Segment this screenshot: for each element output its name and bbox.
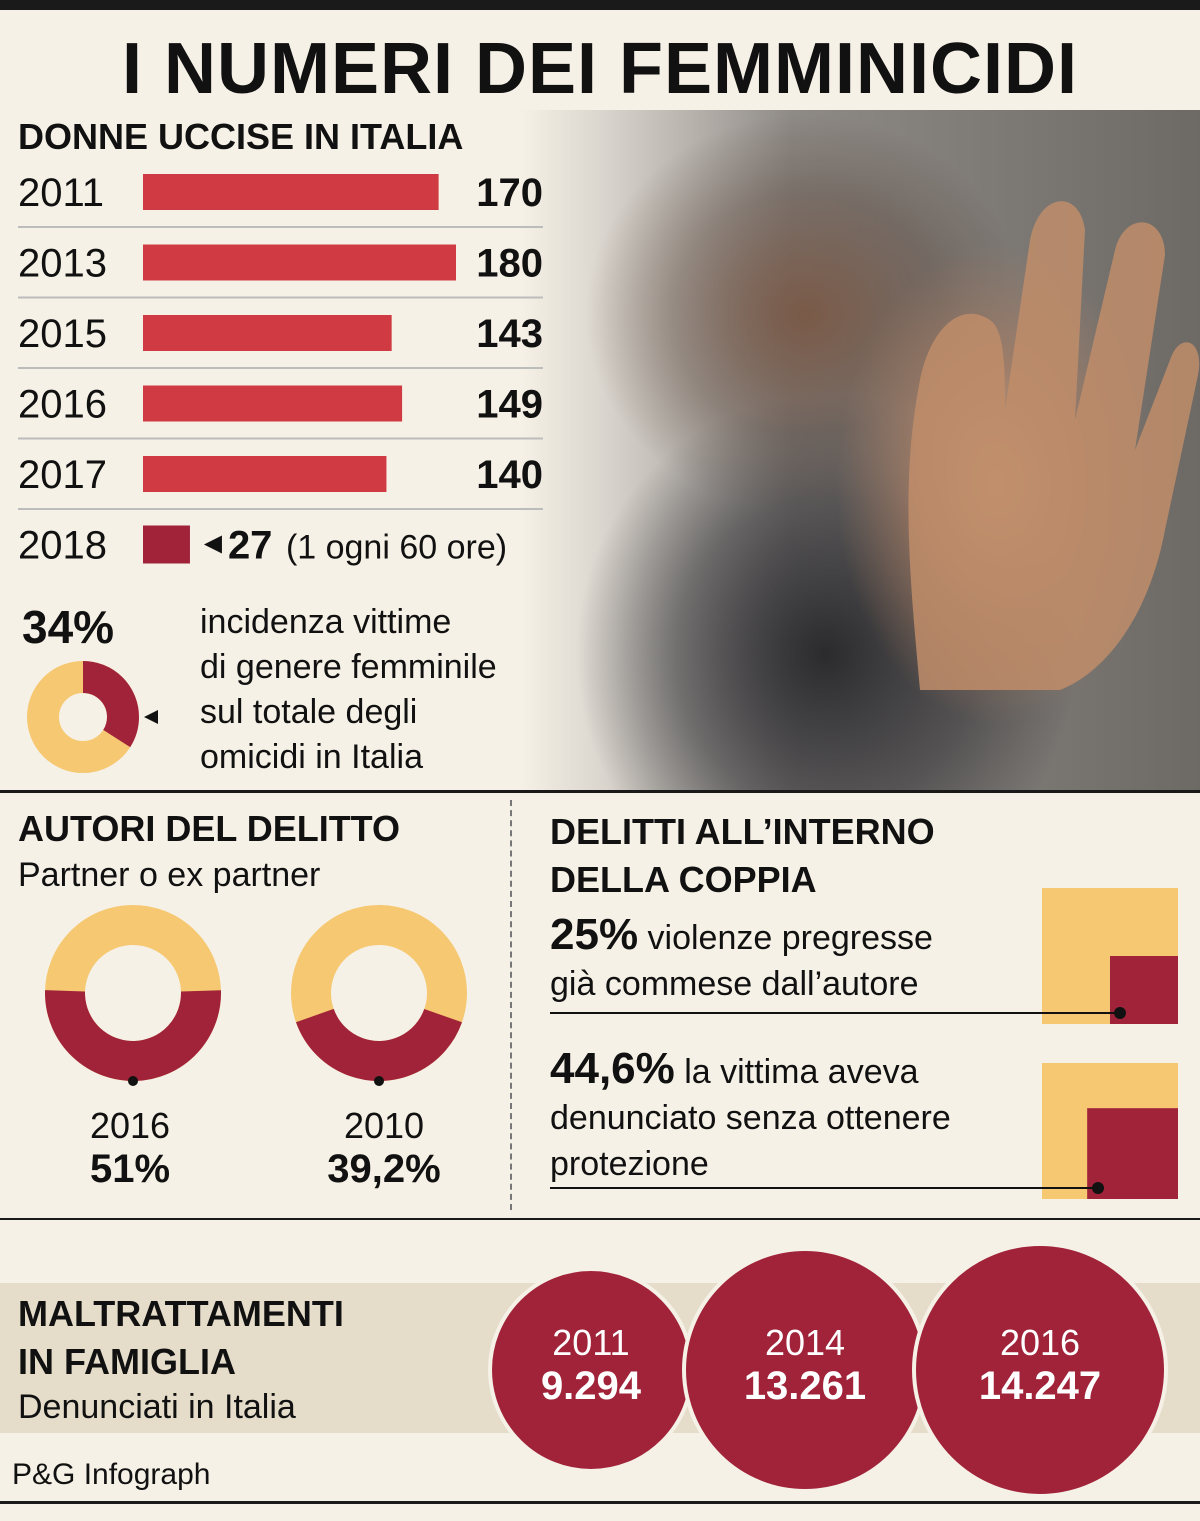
authors-2016-label: 2016 51% [40,1105,220,1192]
bar-year-label: 2013 [18,242,107,286]
bar-value-label: 27 [228,524,273,568]
donut-2016-dot [128,1076,138,1086]
maltreatment-title: MALTRATTAMENTI IN FAMIGLIA [18,1290,344,1386]
row-separator [18,367,543,369]
couple-item-2-line-2: denunciato senza ottenere [550,1099,951,1137]
couple-title-line-2: DELLA COPPIA [550,859,817,900]
maltreatment-value: 9.294 [540,1363,642,1408]
authors-subtitle: Partner o ex partner [18,856,321,894]
couple-item-2-line-3: protezione [550,1145,709,1183]
bar-year-label: 2015 [18,312,107,356]
bar-year-label: 2011 [18,171,104,215]
couple-item-1-line-1: violenze pregresse [647,919,933,957]
incidence-donut-share [27,661,139,773]
maltreatment-year: 2011 [552,1321,630,1363]
couple-item-2: 44,6% la vittima aveva denunciato senza … [550,1046,951,1187]
couple-item-1-line-2: già commese dall’autore [550,965,919,1003]
maltreatment-title-line-1: MALTRATTAMENTI [18,1293,344,1334]
bar-year-label: 2018 [18,524,107,568]
bar [143,456,387,492]
bar-value-label: 143 [476,312,543,356]
incidence-donut [27,661,158,773]
couple-item-1-pct: 25% [550,910,639,959]
maltreatment-circle-2014: 2014 13.261 [681,1246,929,1494]
incidence-line-1: incidenza vittime [200,603,452,641]
maltreatment-circle-2016: 2016 14.247 [912,1242,1168,1498]
incidence-line-4: omicidi in Italia [200,738,423,776]
bar-value-label: 180 [476,242,543,286]
authors-2016-year: 2016 [89,1105,171,1146]
maltreatment-title-line-2: IN FAMIGLIA [18,1341,236,1382]
credit: P&G Infograph [12,1458,211,1491]
main-title: I NUMERI DEI FEMMINICIDI [122,29,1078,109]
bar-value-label: 170 [476,171,543,215]
bar-year-label: 2016 [18,383,107,427]
authors-2016-pct: 51% [89,1147,171,1191]
authors-title: AUTORI DEL DELITTO [18,808,401,849]
authors-donut-2010 [291,905,467,1086]
divider-1 [0,790,1200,793]
row-separator [18,508,543,510]
section-divider-dashed [510,800,512,1210]
couple-item-2-line-1: la vittima aveva [684,1053,919,1091]
bar [143,244,456,281]
couple-leader-dot-1 [1114,1007,1126,1019]
divider-2 [0,1218,1200,1220]
incidence-line-2: di genere femminile [200,648,497,686]
maltreatment-value: 14.247 [978,1364,1102,1408]
row-separator [18,226,543,228]
bottom-rule [0,1501,1200,1504]
authors-2010-year: 2010 [343,1105,425,1146]
bar-chart-title: DONNE UCCISE IN ITALIA [18,116,464,157]
bar [143,525,190,564]
maltreatment-year: 2014 [764,1321,846,1363]
bar-year-label: 2017 [18,453,107,497]
authors-2010-label: 2010 39,2% [294,1105,474,1192]
pointer-arrow-icon [203,535,222,554]
incidence-line-3: sul totale degli [200,693,418,731]
bar [143,385,403,422]
couple-item-1: 25% violenze pregresse già commese dall’… [550,912,933,1007]
top-rule [0,0,1200,10]
bar-value-label: 149 [476,383,543,427]
donut-2010-dot [374,1076,384,1086]
couple-square-chart-2 [550,1063,1178,1199]
incidence-percentage: 34% [22,601,115,653]
donut-2016-share [44,905,221,1081]
authors-2010-pct: 39,2% [327,1147,441,1191]
incidence-description: incidenza vittime di genere femminile su… [200,600,497,780]
row-separator [18,437,543,440]
row-separator [18,296,543,299]
couple-title-line-1: DELITTI ALL’INTERNO [550,811,935,852]
raised-hand-illustration [908,201,1200,690]
bar [143,315,392,351]
maltreatment-subtitle: Denunciati in Italia [18,1388,296,1426]
pointer-arrow-icon [144,710,158,724]
maltreatment-year: 2016 [999,1322,1081,1363]
bar-annotation: (1 ogni 60 ore) [286,529,507,567]
couple-square-chart-1 [550,888,1178,1024]
maltreatment-value: 13.261 [743,1363,867,1408]
killed-bar-chart: 2011 170 2013 180 2015 143 2016 149 2017 140 2018 2… [18,171,543,568]
bar [143,174,439,210]
couple-leader-dot-2 [1092,1182,1104,1194]
maltreatment-circle-2011: 2011 9.294 [487,1266,695,1474]
couple-title: DELITTI ALL’INTERNO DELLA COPPIA [550,808,935,904]
authors-donut-2016 [44,905,221,1086]
couple-item-2-pct: 44,6% [550,1044,675,1093]
bar-value-label: 140 [476,453,543,497]
